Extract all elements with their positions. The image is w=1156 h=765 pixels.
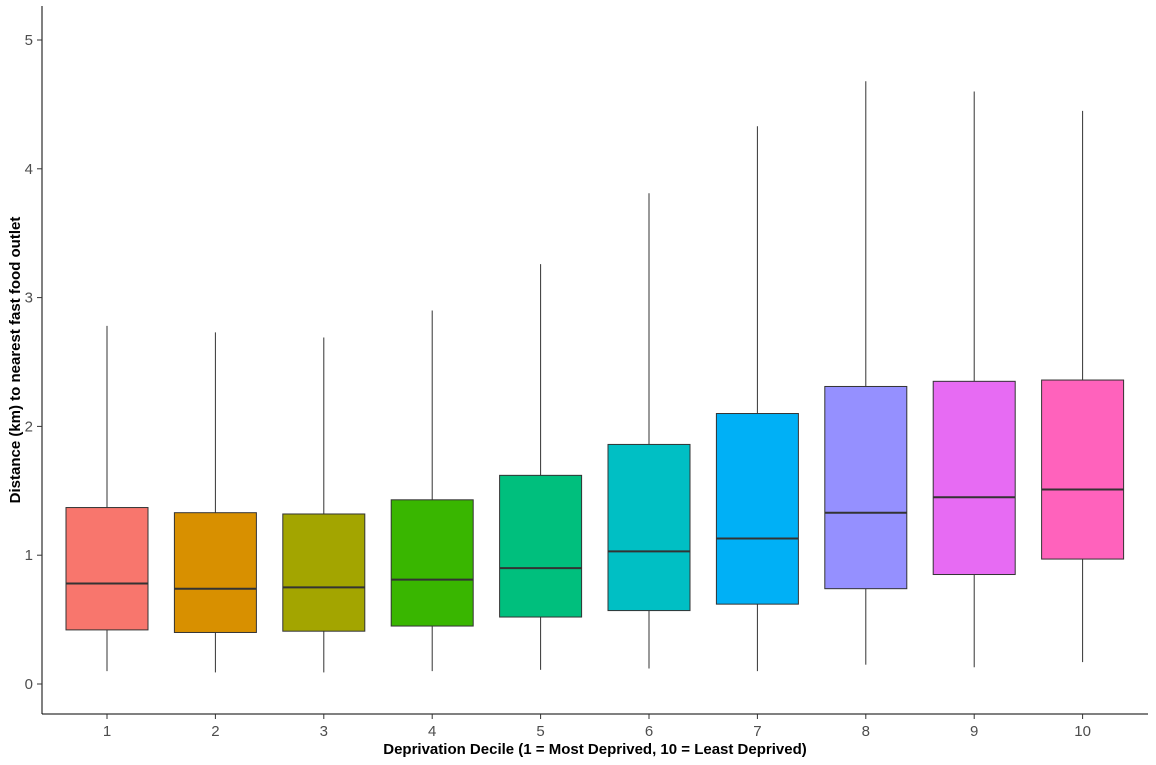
iqr-box	[65, 507, 149, 631]
iqr-box	[715, 413, 799, 605]
x-tick-label: 10	[1074, 723, 1091, 740]
x-tick-label: 5	[536, 723, 544, 740]
box-6	[607, 193, 691, 669]
box-8	[824, 81, 908, 665]
plot-area	[65, 81, 1125, 673]
y-tick-label: 4	[25, 161, 33, 178]
x-tick-label: 6	[645, 723, 653, 740]
y-ticks: 0 1 2 3 4 5	[25, 32, 42, 693]
x-tick-label: 1	[103, 723, 111, 740]
y-tick-label: 2	[25, 418, 33, 435]
box-10	[1041, 110, 1125, 663]
x-tick-label: 2	[211, 723, 219, 740]
box-9	[932, 91, 1016, 668]
y-tick-label: 3	[25, 290, 33, 307]
iqr-box	[499, 474, 583, 618]
x-axis-title: Deprivation Decile (1 = Most Deprived, 1…	[383, 741, 806, 758]
x-tick-label: 8	[862, 723, 870, 740]
box-2	[173, 332, 257, 673]
x-tick-label: 3	[320, 723, 328, 740]
x-ticks: 1 2 3 4 5 6 7 8 9 10	[103, 714, 1091, 740]
iqr-box	[390, 499, 474, 627]
box-4	[390, 310, 474, 672]
iqr-box	[607, 443, 691, 612]
iqr-box	[824, 385, 908, 590]
x-tick-label: 7	[753, 723, 761, 740]
axes	[41, 6, 1148, 715]
box-7	[715, 126, 799, 672]
iqr-box	[173, 512, 257, 633]
box-5	[499, 264, 583, 670]
iqr-box	[1041, 379, 1125, 560]
y-tick-label: 5	[25, 32, 33, 49]
iqr-box	[282, 513, 366, 632]
y-tick-label: 1	[25, 547, 33, 564]
x-tick-label: 9	[970, 723, 978, 740]
y-axis-title: Distance (km) to nearest fast food outle…	[7, 217, 24, 504]
x-tick-label: 4	[428, 723, 436, 740]
y-tick-label: 0	[25, 676, 33, 693]
iqr-box	[932, 380, 1016, 576]
box-1	[65, 325, 149, 672]
box-3	[282, 337, 366, 673]
